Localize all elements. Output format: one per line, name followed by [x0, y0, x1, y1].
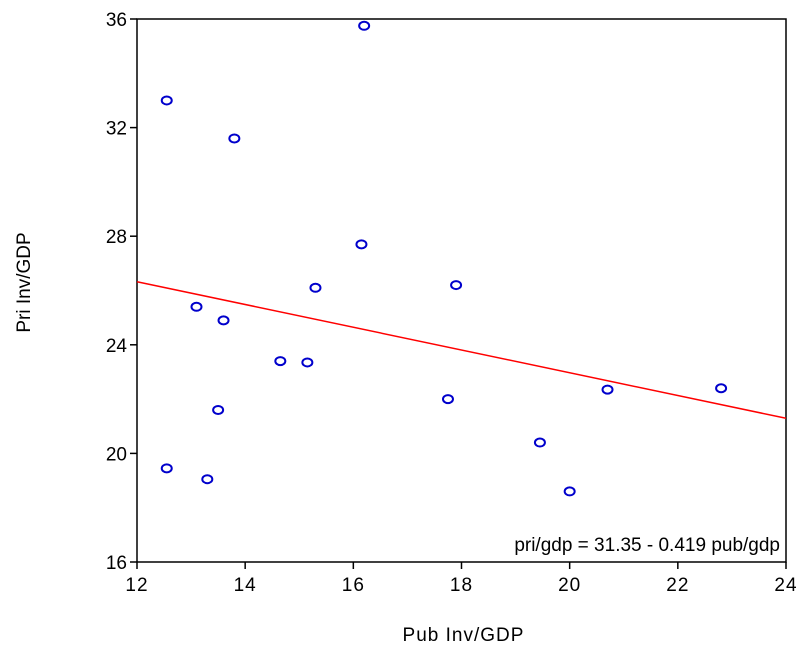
y-tick-label: 36 — [106, 10, 127, 31]
y-tick-label: 20 — [106, 444, 127, 465]
data-point — [228, 133, 241, 144]
data-point — [533, 437, 546, 448]
y-axis-title: Pri Inv/GDP — [14, 232, 35, 332]
data-point — [563, 486, 576, 497]
data-point — [441, 394, 454, 405]
y-tick-label: 16 — [106, 553, 127, 574]
data-point — [715, 383, 728, 394]
plot-area — [136, 18, 787, 563]
data-point — [274, 356, 287, 367]
data-point — [212, 404, 225, 415]
data-point — [201, 474, 214, 485]
y-axis: 16 20 24 28 32 36 — [106, 10, 137, 574]
fit-line-layer — [136, 281, 787, 420]
data-point — [358, 20, 371, 31]
data-point — [450, 280, 463, 291]
data-point — [355, 239, 368, 250]
regression-line — [136, 281, 787, 420]
data-point — [160, 463, 173, 474]
y-tick-label: 24 — [106, 336, 128, 357]
x-tick-label: 24 — [774, 575, 797, 596]
data-point — [160, 95, 173, 106]
x-tick-label: 18 — [450, 575, 473, 596]
data-point — [190, 301, 203, 312]
data-point — [309, 282, 322, 293]
data-point — [301, 357, 314, 368]
points-layer — [160, 20, 728, 497]
x-axis-title: Pub Inv/GDP — [403, 625, 525, 646]
data-point — [601, 384, 614, 395]
y-tick-label: 28 — [106, 227, 127, 248]
x-tick-label: 22 — [666, 575, 689, 596]
y-tick-label: 32 — [106, 119, 127, 140]
x-axis: 12 14 16 18 20 22 24 — [125, 562, 797, 596]
data-point — [217, 315, 230, 326]
fit-equation-annotation: pri/gdp = 31.35 - 0.419 pub/gdp — [514, 535, 780, 556]
x-tick-label: 12 — [125, 575, 148, 596]
x-tick-label: 14 — [234, 575, 257, 596]
x-tick-label: 20 — [558, 575, 581, 596]
x-tick-label: 16 — [342, 575, 365, 596]
